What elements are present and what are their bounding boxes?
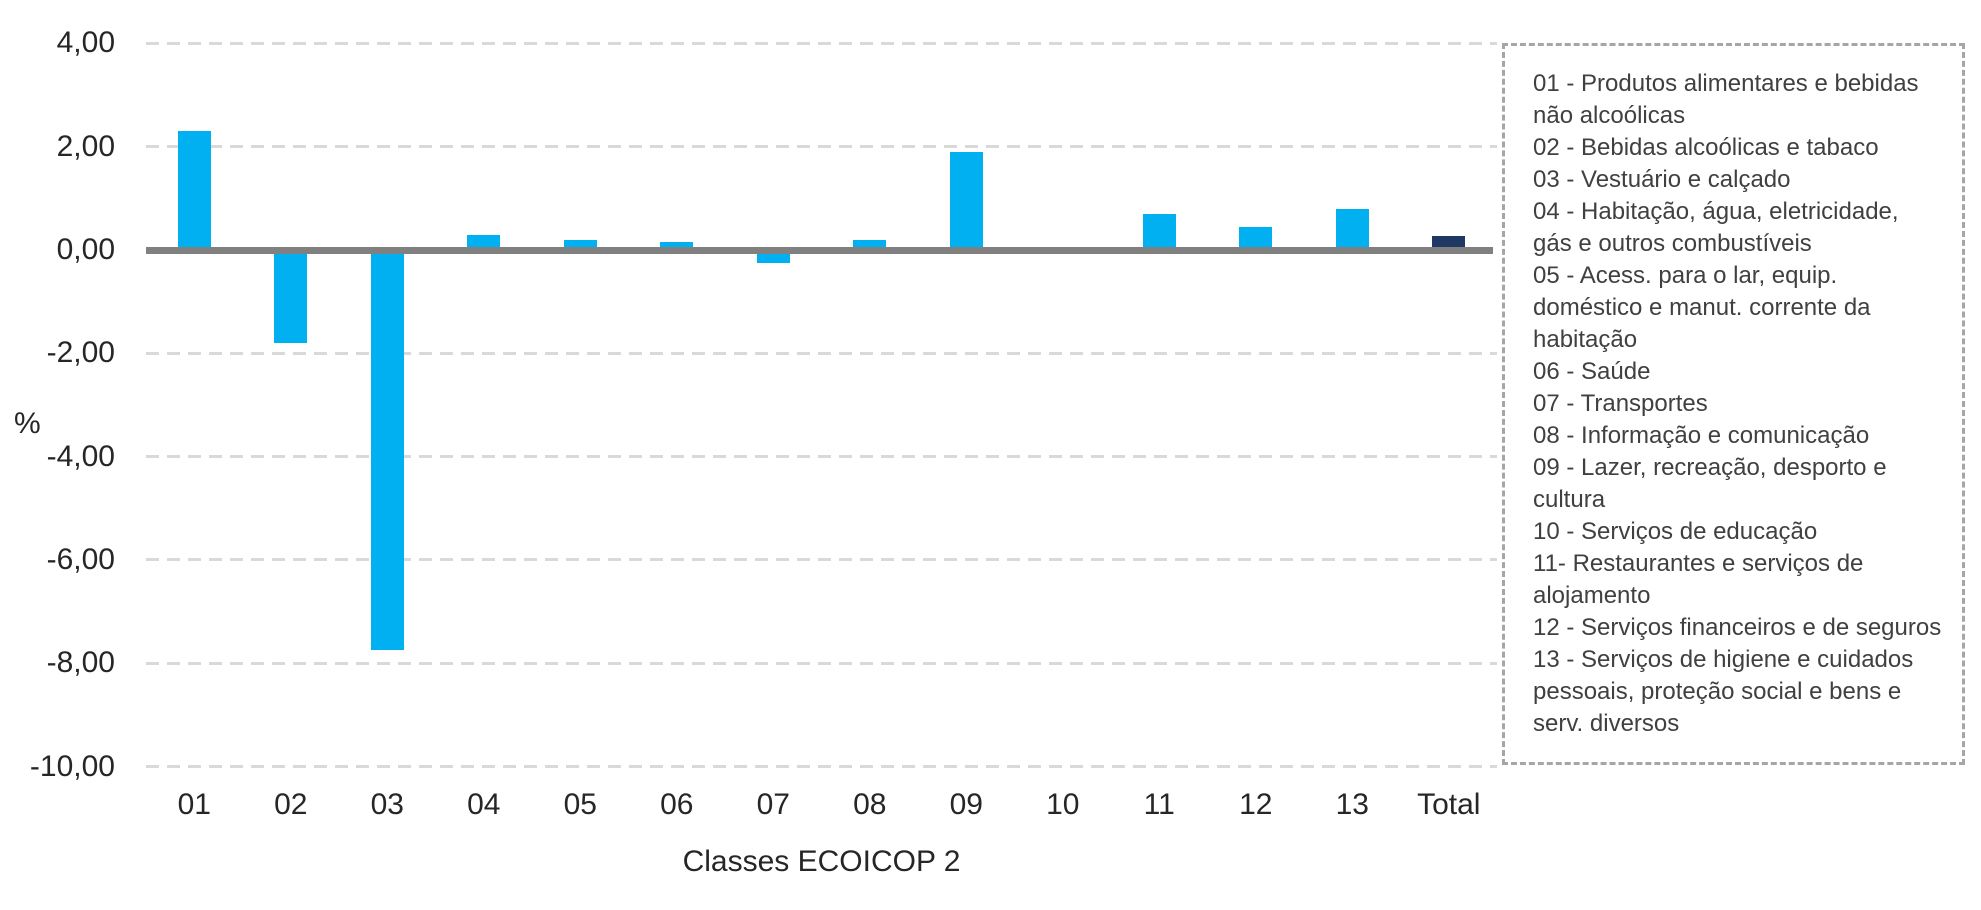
gridline--4 <box>146 455 1497 459</box>
y-tick-label: -6,00 <box>46 542 115 576</box>
legend-item-10: 10 - Serviços de educação <box>1533 518 1818 545</box>
gridline--8 <box>146 661 1497 665</box>
x-tick-label-10: 10 <box>1046 788 1080 821</box>
gridline--10 <box>146 765 1497 768</box>
x-tick-label-11: 11 <box>1143 788 1175 821</box>
bar-06 <box>660 242 694 250</box>
x-tick-label-06: 06 <box>660 788 694 821</box>
gridline--6 <box>146 558 1497 562</box>
bar-13 <box>1335 208 1369 250</box>
y-tick-label: -8,00 <box>46 646 115 680</box>
legend-item-2: 02 - Bebidas alcoólicas e tabaco <box>1533 134 1879 161</box>
legend-item-5: 05 - Acess. para o lar, equip. doméstico… <box>1533 262 1871 353</box>
x-tick-label-05: 05 <box>563 788 597 821</box>
bar-12 <box>1239 226 1273 250</box>
zero-axis-line <box>146 246 1493 254</box>
legend-item-6: 06 - Saúde <box>1533 358 1651 385</box>
gridline-2 <box>146 145 1497 149</box>
bar-04 <box>467 234 501 250</box>
bar-05 <box>563 239 597 250</box>
y-axis-title: % <box>14 407 41 440</box>
y-tick-label: -2,00 <box>46 336 115 370</box>
legend-box: 01 - Produtos alimentares e bebidas não … <box>1502 43 1965 765</box>
x-tick-label-08: 08 <box>853 788 887 821</box>
x-tick-label-Total: Total <box>1417 788 1481 821</box>
bar-02 <box>274 250 308 343</box>
bar-09 <box>949 151 983 250</box>
x-tick-label-01: 01 <box>177 788 211 821</box>
legend-item-12: 12 - Serviços financeiros e de seguros <box>1533 614 1942 641</box>
legend-item-11: 11- Restaurantes e serviços de alojament… <box>1533 550 1864 609</box>
y-tick-label: -10,00 <box>29 749 115 783</box>
legend-item-3: 03 - Vestuário e calçado <box>1533 166 1791 193</box>
legend-item-9: 09 - Lazer, recreação, desporto e cultur… <box>1533 454 1887 513</box>
x-tick-label-03: 03 <box>370 788 404 821</box>
x-tick-label-07: 07 <box>756 788 790 821</box>
legend-item-13: 13 - Serviços de higiene e cuidados pess… <box>1533 646 1914 737</box>
bar-11 <box>1142 213 1176 250</box>
gridline-4 <box>146 41 1497 45</box>
x-tick-label-02: 02 <box>274 788 308 821</box>
legend-item-7: 07 - Transportes <box>1533 390 1708 417</box>
legend-item-4: 04 - Habitação, água, eletricidade, gás … <box>1533 198 1899 257</box>
legend-item-1: 01 - Produtos alimentares e bebidas não … <box>1533 70 1919 129</box>
y-tick-label: 2,00 <box>56 129 115 163</box>
x-tick-label-04: 04 <box>467 788 501 821</box>
y-tick-label: 0,00 <box>56 233 115 266</box>
x-tick-label-12: 12 <box>1239 788 1273 821</box>
gridline--2 <box>146 351 1497 355</box>
y-tick-label: -4,00 <box>46 439 115 473</box>
legend-item-8: 08 - Informação e comunicação <box>1533 422 1870 449</box>
bar-08 <box>853 239 887 250</box>
y-tick-label: 4,00 <box>56 26 115 60</box>
bar-03 <box>370 250 404 651</box>
x-tick-label-09: 09 <box>949 788 983 821</box>
x-axis-title: Classes ECOICOP 2 <box>682 845 961 878</box>
bar-01 <box>177 131 211 250</box>
x-tick-label-13: 13 <box>1335 788 1369 821</box>
